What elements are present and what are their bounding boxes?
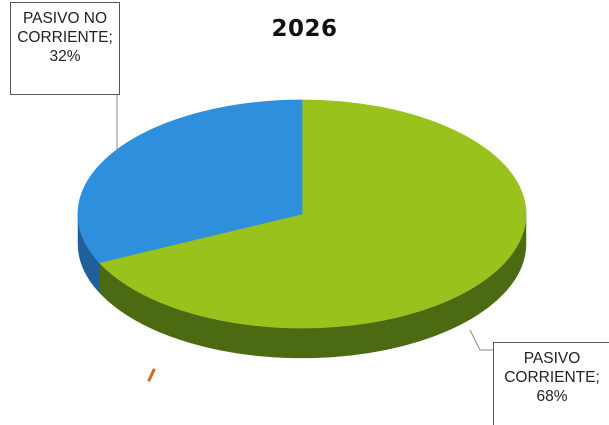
- data-label-current-line-3: 68%: [536, 388, 568, 405]
- leader-line-current: [469, 329, 493, 351]
- data-label-current-line-1: PASIVO: [523, 350, 581, 367]
- data-label-current: PASIVO CORRIENTE; 68%: [493, 342, 609, 425]
- data-label-noncurrent-line-3: 32%: [49, 48, 81, 65]
- chart-title: 2026: [271, 16, 338, 42]
- data-label-noncurrent-line-1: PASIVO NO: [22, 10, 108, 27]
- pie-slice-0: [98, 99, 527, 329]
- pie-slice-1: [77, 99, 303, 263]
- data-label-noncurrent-line-2: CORRIENTE;: [17, 29, 113, 46]
- data-label-current-line-2: CORRIENTE;: [504, 369, 600, 386]
- data-label-noncurrent: PASIVO NO CORRIENTE; 32%: [10, 2, 120, 95]
